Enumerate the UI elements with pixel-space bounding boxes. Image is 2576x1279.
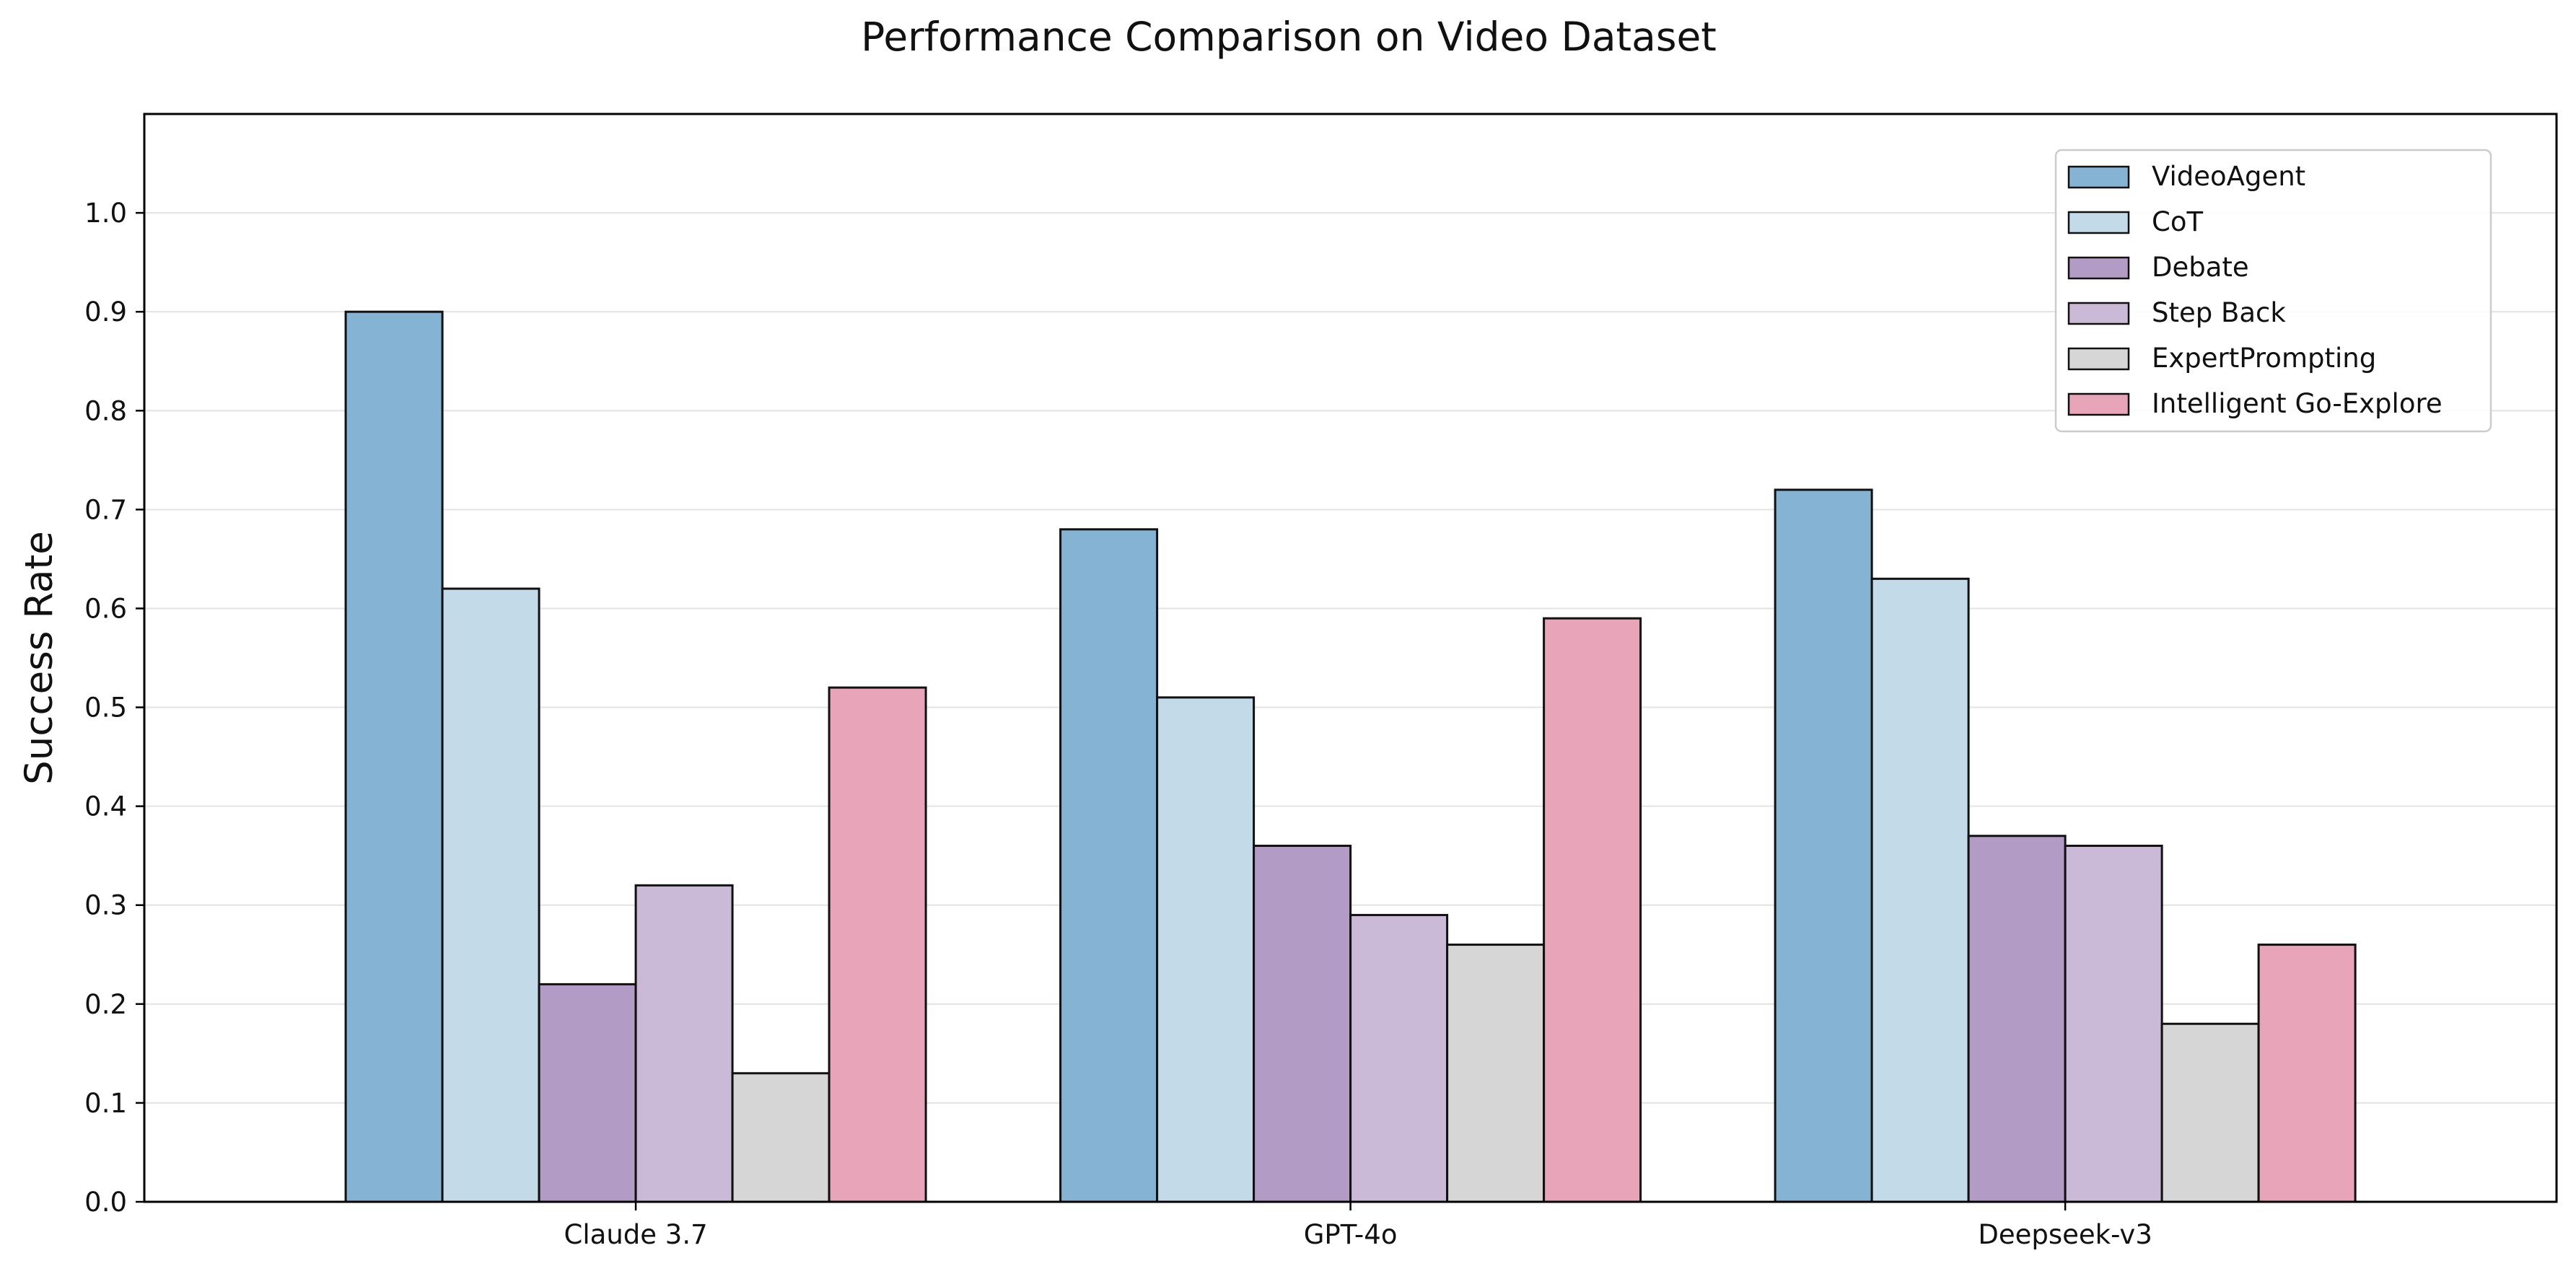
legend-label: VideoAgent	[2152, 161, 2305, 192]
bar-cot-claude-3-7	[441, 587, 540, 1203]
bar-debate-claude-3-7	[538, 983, 637, 1203]
bars	[344, 310, 2357, 1203]
bar-debate-gpt-4o	[1253, 844, 1352, 1203]
legend-swatch	[2067, 302, 2130, 325]
y-tick-label: 0.3	[84, 890, 127, 921]
bar-expertprompting-gpt-4o	[1446, 944, 1546, 1203]
legend: VideoAgent CoT Debate Step Back ExpertPrompt…	[2054, 149, 2492, 433]
bar-cot-deepseek-v3	[1870, 577, 1970, 1203]
legend-label: Step Back	[2152, 297, 2286, 328]
y-tick-label: 0.8	[84, 395, 127, 426]
bar-videoagent-deepseek-v3	[1774, 488, 1873, 1203]
y-tick-label: 0.7	[84, 494, 127, 525]
x-tick-label: Deepseek-v3	[1978, 1219, 2152, 1250]
bar-cot-gpt-4o	[1156, 696, 1256, 1203]
x-tick-label: Claude 3.7	[564, 1219, 708, 1250]
legend-box	[2054, 149, 2492, 433]
x-tick-label: GPT-4o	[1304, 1219, 1398, 1250]
y-tick-label: 0.1	[84, 1088, 127, 1119]
y-tick-label: 0.6	[84, 593, 127, 624]
legend-swatch	[2067, 347, 2130, 371]
chart-title: Performance Comparison on Video Dataset	[861, 14, 1717, 60]
bar-videoagent-gpt-4o	[1059, 528, 1159, 1203]
legend-label: CoT	[2152, 206, 2203, 237]
legend-swatch	[2067, 392, 2130, 416]
bar-step-back-gpt-4o	[1349, 913, 1449, 1203]
legend-swatch	[2067, 165, 2130, 189]
bar-intelligent-go-explore-deepseek-v3	[2257, 944, 2357, 1203]
bar-step-back-claude-3-7	[634, 884, 734, 1203]
y-axis: 0.0 0.1 0.2 0.3 0.4 0.5 0.6 0.7 0.8 0.9 1.0	[84, 198, 144, 1218]
bar-expertprompting-claude-3-7	[731, 1072, 831, 1203]
bar-videoagent-claude-3-7	[344, 310, 444, 1203]
y-tick-label: 0.4	[84, 791, 127, 822]
legend-label: Debate	[2152, 252, 2249, 283]
bar-intelligent-go-explore-claude-3-7	[828, 686, 927, 1203]
y-axis-label: Success Rate	[17, 531, 61, 785]
legend-label: Intelligent Go-Explore	[2152, 388, 2443, 419]
legend-swatch	[2067, 256, 2130, 280]
y-tick-label: 0.9	[84, 296, 127, 328]
bar-step-back-deepseek-v3	[2064, 844, 2163, 1203]
x-axis: Claude 3.7 GPT-4o Deepseek-v3	[564, 1202, 2152, 1250]
legend-swatch	[2067, 211, 2130, 234]
y-tick-label: 0.5	[84, 693, 127, 724]
y-tick-label: 1.0	[84, 198, 127, 229]
legend-label: ExpertPrompting	[2152, 343, 2376, 374]
bar-expertprompting-deepseek-v3	[2160, 1022, 2260, 1203]
bar-intelligent-go-explore-gpt-4o	[1543, 617, 1642, 1203]
y-tick-label: 0.2	[84, 989, 127, 1020]
bar-debate-deepseek-v3	[1967, 835, 2067, 1203]
y-tick-label: 0.0	[84, 1187, 127, 1218]
